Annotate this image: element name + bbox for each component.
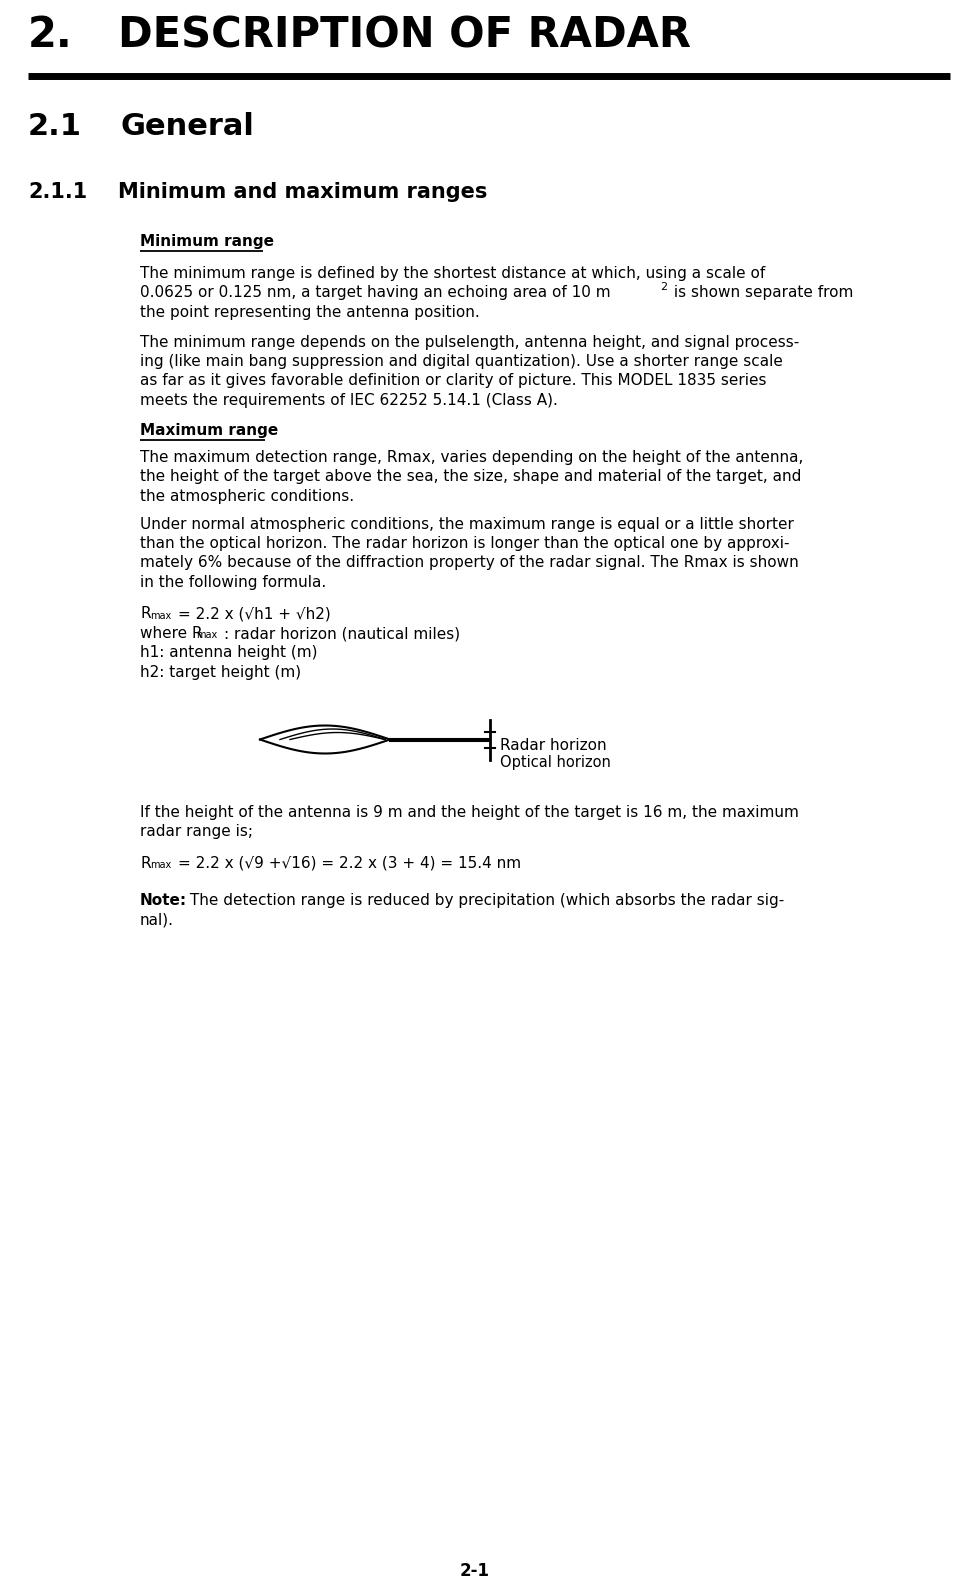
Text: mately 6% because of the diffraction property of the radar signal. The Rmax is s: mately 6% because of the diffraction pro… <box>140 555 799 571</box>
Text: 2.1: 2.1 <box>28 112 82 141</box>
Text: Minimum and maximum ranges: Minimum and maximum ranges <box>118 182 487 202</box>
Text: as far as it gives favorable definition or clarity of picture. This MODEL 1835 s: as far as it gives favorable definition … <box>140 373 767 389</box>
Text: DESCRIPTION OF RADAR: DESCRIPTION OF RADAR <box>118 14 691 55</box>
Text: meets the requirements of IEC 62252 5.14.1 (Class A).: meets the requirements of IEC 62252 5.14… <box>140 394 558 408</box>
Text: in the following formula.: in the following formula. <box>140 575 326 590</box>
Text: : radar horizon (nautical miles): : radar horizon (nautical miles) <box>224 626 460 640</box>
Text: The maximum detection range, Rmax, varies depending on the height of the antenna: The maximum detection range, Rmax, varie… <box>140 451 804 465</box>
Text: the atmospheric conditions.: the atmospheric conditions. <box>140 489 355 504</box>
Text: 0.0625 or 0.125 nm, a target having an echoing area of 10 m: 0.0625 or 0.125 nm, a target having an e… <box>140 286 611 300</box>
Text: radar range is;: radar range is; <box>140 824 253 840</box>
Text: Minimum range: Minimum range <box>140 234 274 248</box>
Text: max: max <box>196 629 217 640</box>
Text: = 2.2 x (√9 +√16) = 2.2 x (3 + 4) = 15.4 nm: = 2.2 x (√9 +√16) = 2.2 x (3 + 4) = 15.4… <box>178 855 521 871</box>
Text: where R: where R <box>140 626 203 640</box>
Text: = 2.2 x (√h1 + √h2): = 2.2 x (√h1 + √h2) <box>178 607 331 621</box>
Text: is shown separate from: is shown separate from <box>669 286 853 300</box>
Text: the point representing the antenna position.: the point representing the antenna posit… <box>140 305 480 319</box>
Text: the height of the target above the sea, the size, shape and material of the targ: the height of the target above the sea, … <box>140 470 802 484</box>
Text: R: R <box>140 855 151 871</box>
Text: R: R <box>140 607 151 621</box>
Text: ing (like main bang suppression and digital quantization). Use a shorter range s: ing (like main bang suppression and digi… <box>140 354 783 368</box>
Text: than the optical horizon. The radar horizon is longer than the optical one by ap: than the optical horizon. The radar hori… <box>140 536 790 552</box>
Text: The minimum range depends on the pulselength, antenna height, and signal process: The minimum range depends on the pulsele… <box>140 335 800 349</box>
Text: Under normal atmospheric conditions, the maximum range is equal or a little shor: Under normal atmospheric conditions, the… <box>140 517 794 531</box>
Text: 2.: 2. <box>28 14 73 55</box>
Text: If the height of the antenna is 9 m and the height of the target is 16 m, the ma: If the height of the antenna is 9 m and … <box>140 805 799 819</box>
Text: The minimum range is defined by the shortest distance at which, using a scale of: The minimum range is defined by the shor… <box>140 266 766 281</box>
Text: h1: antenna height (m): h1: antenna height (m) <box>140 645 318 661</box>
Text: nal).: nal). <box>140 912 174 928</box>
Text: max: max <box>150 610 171 620</box>
Text: 2.1.1: 2.1.1 <box>28 182 88 202</box>
Text: Note:: Note: <box>140 893 187 907</box>
Text: max: max <box>150 860 171 870</box>
Text: General: General <box>120 112 254 141</box>
Text: Maximum range: Maximum range <box>140 422 279 438</box>
Text: h2: target height (m): h2: target height (m) <box>140 666 301 680</box>
Text: Optical horizon: Optical horizon <box>500 756 611 770</box>
Text: 2-1: 2-1 <box>460 1562 490 1579</box>
Text: Radar horizon: Radar horizon <box>500 737 607 753</box>
Text: 2: 2 <box>660 281 667 291</box>
Text: The detection range is reduced by precipitation (which absorbs the radar sig-: The detection range is reduced by precip… <box>185 893 784 907</box>
